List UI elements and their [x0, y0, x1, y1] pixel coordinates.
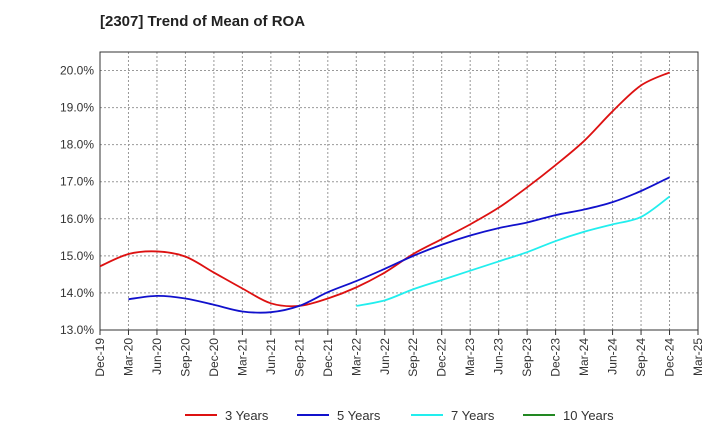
series-line-5-years	[128, 176, 670, 314]
y-tick-label: 13.0%	[60, 323, 94, 337]
grid	[100, 51, 698, 330]
x-tick-label: Mar-24	[577, 338, 591, 376]
x-tick-label: Mar-21	[235, 338, 249, 376]
x-tick-label: Dec-21	[321, 338, 335, 377]
x-tick-label: Mar-25	[691, 338, 705, 376]
x-tick-label: Jun-24	[606, 338, 620, 375]
y-tick-label: 14.0%	[60, 286, 94, 300]
y-tick-label: 15.0%	[60, 249, 94, 263]
x-tick-label: Sep-24	[634, 338, 648, 377]
x-tick-label: Dec-19	[93, 338, 107, 377]
legend: 3 Years 5 Years 7 Years 10 Years	[185, 408, 614, 423]
x-tick-label: Dec-22	[435, 338, 449, 377]
x-tick-label: Sep-23	[520, 338, 534, 377]
axes: 13.0% 14.0% 15.0% 16.0% 17.0% 18.0% 19.0% 20.0%…	[60, 51, 705, 377]
y-tick-label: 18.0%	[60, 138, 94, 152]
series-line-7-years	[356, 195, 671, 307]
series-line-3-years	[99, 71, 670, 308]
legend-label-3-years: 3 Years	[225, 408, 269, 423]
x-tick-label: Mar-20	[121, 338, 135, 376]
x-tick-label: Jun-20	[150, 338, 164, 375]
legend-label-10-years: 10 Years	[563, 408, 614, 423]
x-tick-label: Mar-23	[463, 338, 477, 376]
plot-frame	[99, 51, 699, 331]
y-tick-label: 19.0%	[60, 101, 94, 115]
y-tick-label: 20.0%	[60, 64, 94, 78]
x-tick-label: Jun-23	[492, 338, 506, 375]
x-tick-label: Dec-20	[207, 338, 221, 377]
chart-title: [2307] Trend of Mean of ROA	[100, 13, 305, 30]
y-tick-label: 16.0%	[60, 212, 94, 226]
x-tick-label: Mar-22	[349, 338, 363, 376]
x-tick-label: Sep-22	[406, 338, 420, 377]
x-tick-label: Jun-22	[378, 338, 392, 375]
x-tick-label: Jun-21	[264, 338, 278, 375]
x-tick-label: Dec-24	[663, 338, 677, 377]
x-tick-label: Sep-20	[178, 338, 192, 377]
legend-label-7-years: 7 Years	[451, 408, 495, 423]
series-lines	[99, 71, 671, 314]
legend-label-5-years: 5 Years	[337, 408, 381, 423]
y-tick-label: 17.0%	[60, 175, 94, 189]
x-tick-label: Sep-21	[292, 338, 306, 377]
x-tick-label: Dec-23	[549, 338, 563, 377]
